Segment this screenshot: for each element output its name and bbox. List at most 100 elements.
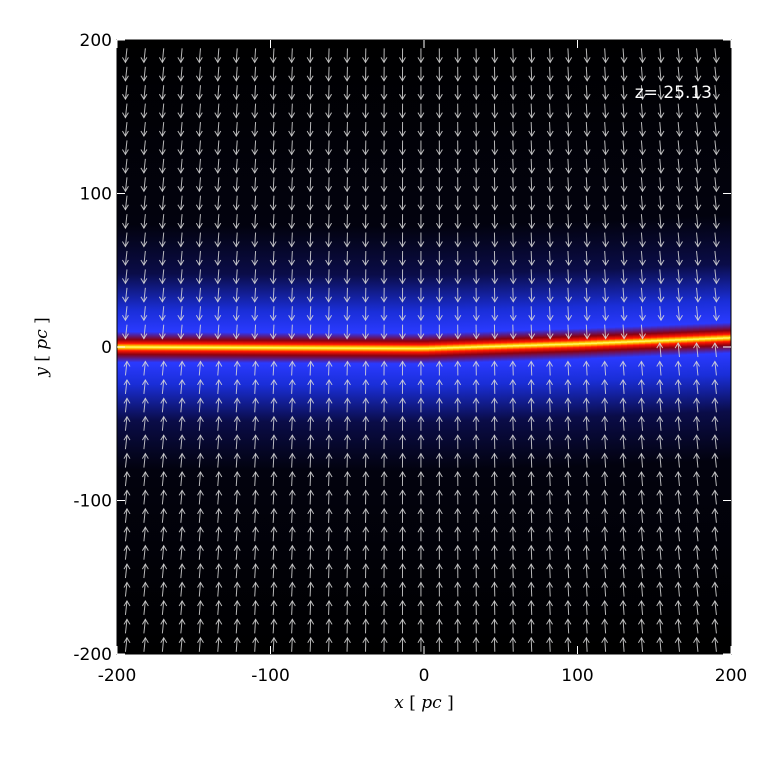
velocity-arrow: [693, 434, 700, 450]
velocity-arrow: [141, 526, 149, 542]
velocity-arrow: [307, 471, 315, 487]
density-strip: [633, 40, 640, 649]
velocity-arrow: [325, 214, 333, 230]
density-strip: [177, 40, 184, 654]
velocity-arrow: [656, 489, 664, 505]
velocity-arrow: [602, 250, 610, 266]
velocity-arrow: [583, 269, 591, 285]
velocity-arrow: [123, 452, 131, 468]
velocity-arrow: [380, 563, 388, 579]
velocity-arrow: [509, 214, 517, 230]
velocity-arrow: [343, 158, 351, 174]
velocity-arrow: [546, 324, 554, 340]
velocity-arrow: [472, 324, 480, 340]
velocity-arrow: [123, 544, 131, 560]
velocity-arrow: [141, 489, 149, 505]
density-strip: [681, 40, 688, 647]
velocity-arrow: [362, 507, 370, 523]
velocity-arrow: [491, 158, 499, 174]
velocity-arrow: [676, 306, 683, 322]
velocity-arrow: [417, 599, 425, 615]
velocity-arrow: [454, 489, 462, 505]
velocity-arrow: [490, 397, 498, 413]
velocity-arrow: [528, 306, 536, 322]
velocity-arrow: [123, 489, 131, 505]
velocity-arrow: [435, 48, 443, 64]
velocity-arrow: [564, 544, 572, 560]
velocity-arrow: [454, 378, 462, 394]
velocity-arrow: [454, 397, 462, 413]
velocity-arrow: [546, 122, 554, 138]
velocity-arrow: [472, 397, 480, 413]
velocity-arrow: [269, 140, 277, 156]
velocity-arrow: [362, 636, 370, 652]
velocity-arrow: [472, 48, 480, 64]
velocity-arrow: [362, 103, 369, 119]
velocity-arrow: [343, 324, 351, 340]
velocity-arrow: [251, 48, 259, 64]
velocity-arrow: [122, 195, 129, 211]
velocity-arrow: [252, 544, 260, 560]
velocity-arrow: [637, 360, 645, 376]
velocity-arrow: [676, 140, 683, 156]
velocity-arrow: [344, 526, 351, 542]
velocity-arrow: [620, 85, 628, 101]
velocity-arrow: [527, 563, 535, 579]
velocity-arrow: [380, 544, 388, 560]
velocity-arrow: [232, 48, 240, 64]
velocity-arrow: [288, 415, 296, 431]
velocity-arrow: [232, 66, 240, 82]
velocity-arrow: [637, 397, 645, 413]
velocity-arrow: [380, 195, 388, 211]
velocity-arrow: [601, 507, 609, 523]
velocity-arrow: [565, 269, 573, 285]
velocity-arrow: [123, 415, 131, 431]
velocity-arrow: [509, 306, 517, 322]
velocity-arrow: [637, 471, 645, 487]
velocity-arrow: [233, 415, 241, 431]
velocity-arrow: [602, 269, 610, 285]
velocity-arrow: [637, 599, 645, 615]
velocity-arrow: [232, 103, 240, 119]
y-tick-label: -100: [73, 492, 112, 512]
velocity-arrow: [195, 214, 203, 230]
velocity-arrow: [178, 618, 186, 634]
velocity-arrow: [602, 195, 610, 211]
velocity-arrow: [344, 360, 351, 376]
velocity-arrow: [546, 85, 554, 101]
velocity-arrow: [306, 269, 314, 285]
velocity-arrow: [417, 378, 425, 394]
velocity-arrow: [399, 177, 406, 193]
velocity-arrow: [619, 434, 627, 450]
velocity-arrow: [435, 140, 443, 156]
velocity-arrow: [564, 563, 572, 579]
velocity-arrow: [565, 214, 573, 230]
velocity-arrow: [197, 507, 204, 523]
velocity-arrow: [711, 360, 719, 376]
velocity-arrow: [490, 526, 498, 542]
velocity-arrow: [712, 140, 720, 156]
velocity-arrow: [252, 636, 260, 652]
velocity-arrow: [325, 360, 333, 376]
velocity-arrow: [325, 177, 333, 193]
velocity-arrow: [509, 471, 517, 487]
velocity-arrow: [158, 214, 166, 230]
velocity-arrow: [270, 489, 278, 505]
velocity-arrow: [380, 214, 388, 230]
velocity-arrow: [582, 360, 590, 376]
density-strip: [429, 41, 436, 654]
velocity-arrow: [657, 214, 665, 230]
velocity-arrow: [325, 599, 333, 615]
velocity-arrow: [417, 415, 425, 431]
velocity-arrow: [546, 177, 554, 193]
velocity-arrow: [602, 287, 610, 303]
velocity-arrow: [344, 581, 351, 597]
velocity-arrow: [509, 434, 517, 450]
velocity-arrow: [306, 103, 314, 119]
velocity-arrow: [122, 158, 129, 174]
velocity-arrow: [528, 269, 536, 285]
velocity-arrow: [619, 563, 627, 579]
velocity-arrow: [454, 140, 462, 156]
y-tick-label: 0: [101, 338, 112, 358]
velocity-arrow: [693, 452, 700, 468]
